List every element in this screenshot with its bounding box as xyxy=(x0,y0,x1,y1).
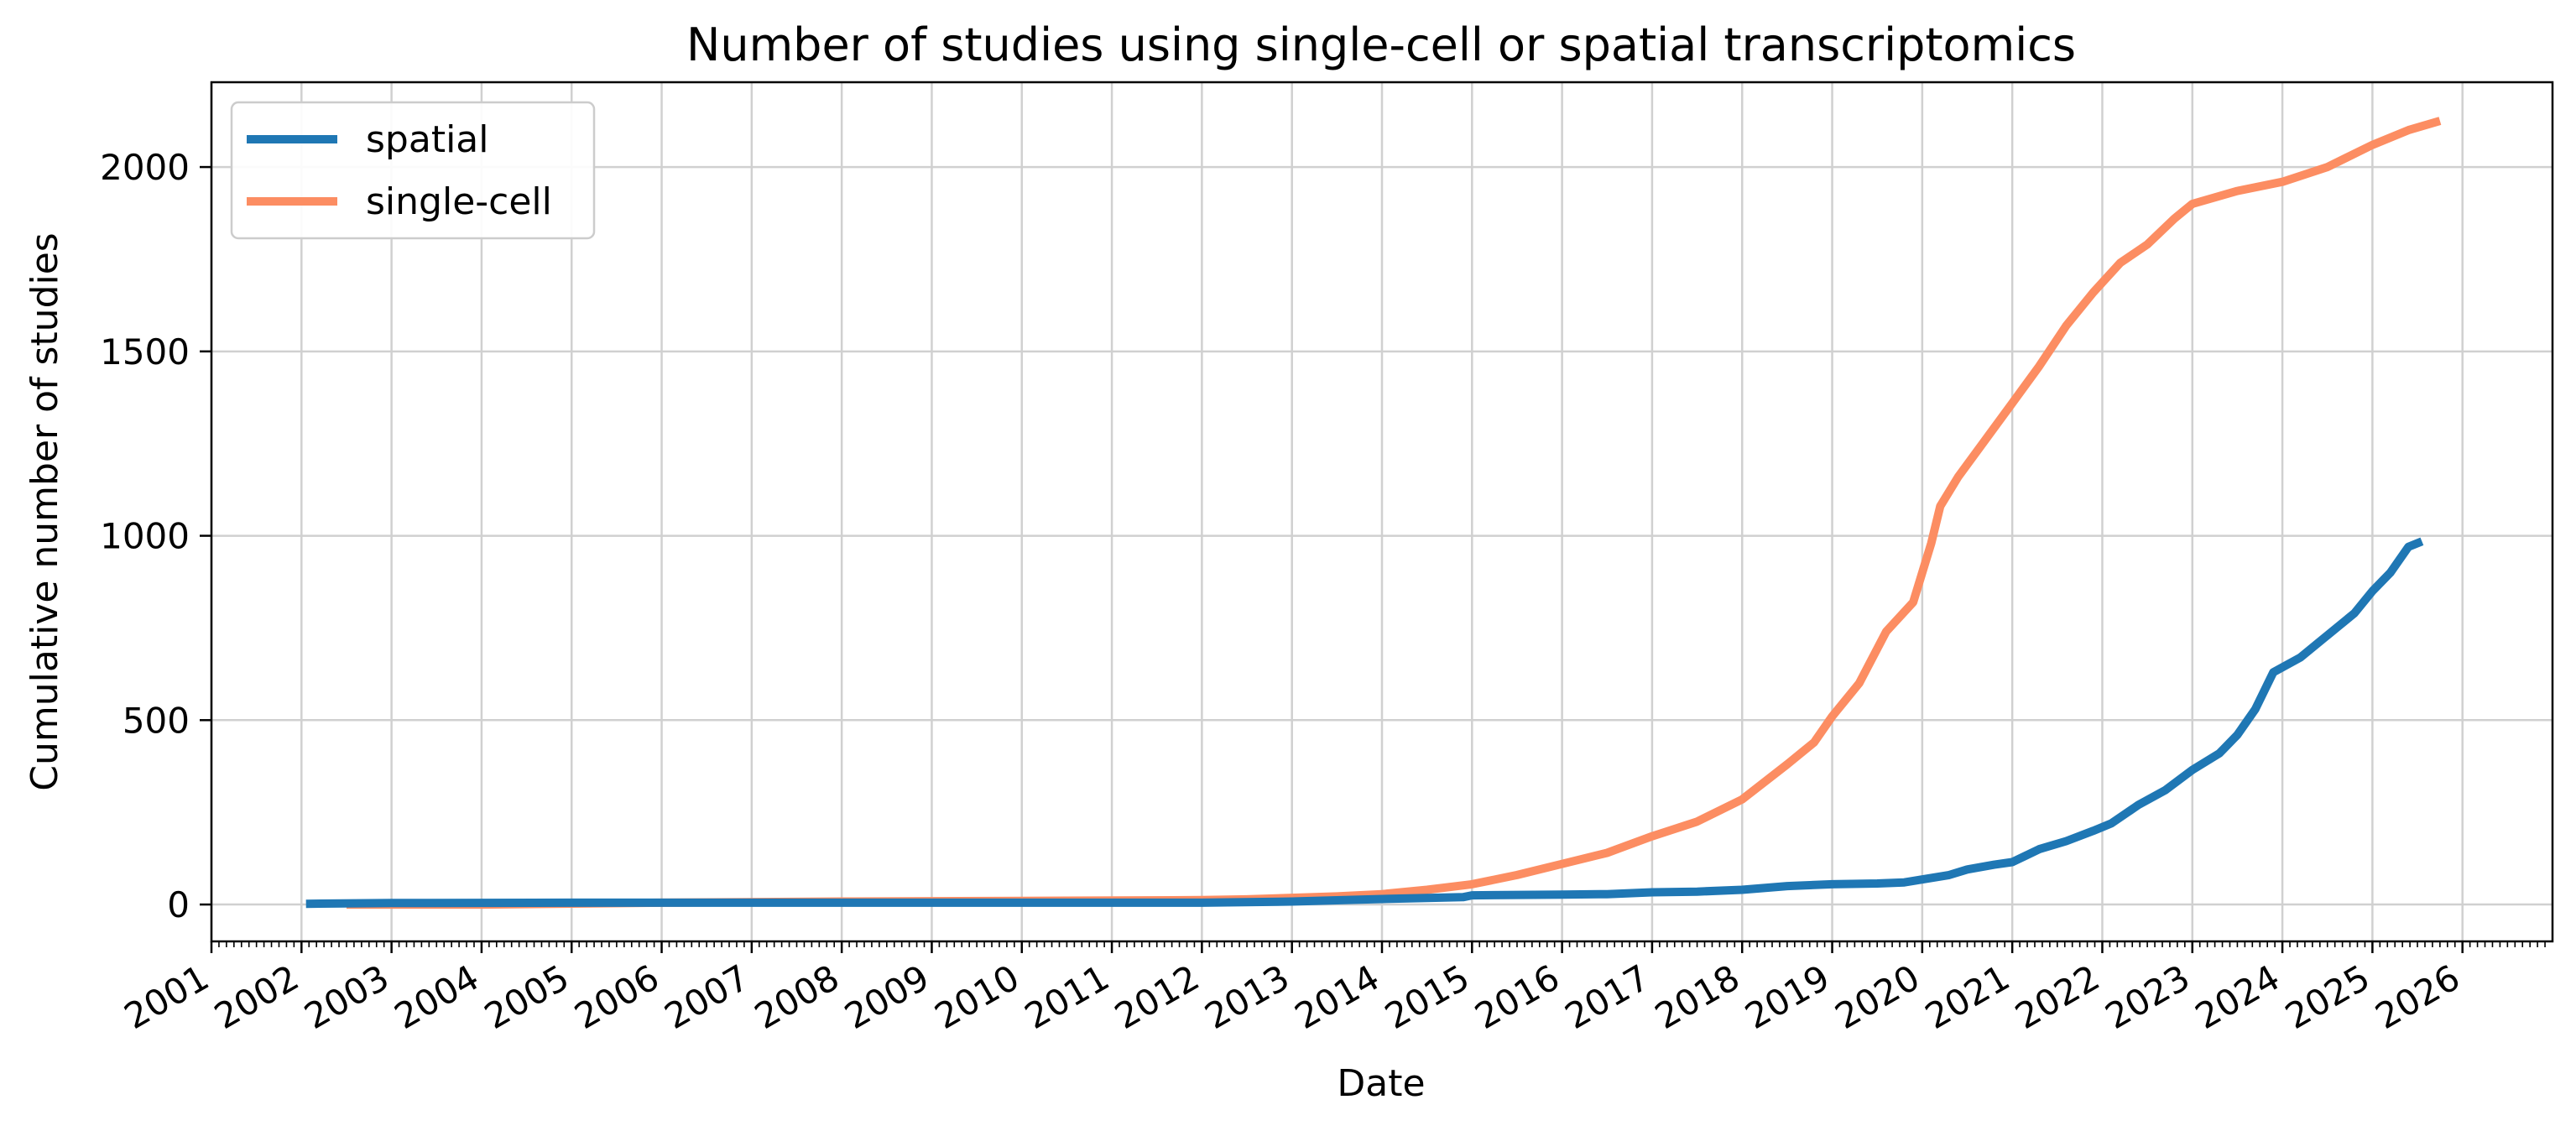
x-tick-label: 2005 xyxy=(477,956,576,1037)
y-axis-label: Cumulative number of studies xyxy=(23,232,66,790)
x-tick-label: 2021 xyxy=(1918,956,2016,1037)
x-tick-label: 2014 xyxy=(1288,956,1386,1037)
x-tick-label: 2017 xyxy=(1558,956,1656,1037)
x-tick-label: 2018 xyxy=(1648,956,1746,1037)
x-tick-label: 2002 xyxy=(207,956,305,1037)
x-tick-label: 2022 xyxy=(2008,956,2106,1037)
x-tick-label: 2008 xyxy=(748,956,846,1037)
x-axis-ticks: 2001200220032004200520062007200820092010… xyxy=(117,941,2467,1037)
y-tick-label: 0 xyxy=(167,884,190,925)
x-tick-label: 2003 xyxy=(298,956,396,1037)
x-tick-label: 2024 xyxy=(2188,956,2287,1037)
x-tick-label: 2013 xyxy=(1198,956,1296,1037)
legend-label-single-cell: single-cell xyxy=(366,180,552,223)
x-tick-label: 2012 xyxy=(1108,956,1206,1037)
x-tick-label: 2020 xyxy=(1828,956,1927,1037)
x-tick-label: 2019 xyxy=(1738,956,1836,1037)
y-tick-label: 1500 xyxy=(100,331,190,373)
y-tick-label: 500 xyxy=(123,700,190,741)
chart-legend: spatial single-cell xyxy=(230,101,596,240)
series-line-spatial xyxy=(305,537,2424,909)
x-tick-label: 2004 xyxy=(388,956,486,1037)
x-tick-label: 2026 xyxy=(2369,956,2467,1037)
x-tick-label: 2023 xyxy=(2099,956,2197,1037)
grid-lines xyxy=(210,82,2553,941)
x-tick-label: 2011 xyxy=(1018,956,1116,1037)
plot-series xyxy=(305,117,2442,909)
chart-title: Number of studies using single-cell or s… xyxy=(686,18,2076,71)
y-axis-ticks: 0 500 1000 1500 2000 xyxy=(100,147,211,925)
legend-label-spatial: spatial xyxy=(366,118,488,161)
series-line-single-cell xyxy=(347,117,2442,909)
x-axis-label: Date xyxy=(1337,1062,1425,1105)
x-tick-label: 2001 xyxy=(117,956,216,1037)
y-tick-label: 2000 xyxy=(100,147,190,188)
x-minor-ticks xyxy=(218,941,2546,947)
x-tick-label: 2016 xyxy=(1468,956,1567,1037)
x-tick-label: 2007 xyxy=(658,956,756,1037)
x-tick-label: 2010 xyxy=(928,956,1026,1037)
x-tick-label: 2009 xyxy=(837,956,936,1037)
x-tick-label: 2025 xyxy=(2278,956,2376,1037)
y-tick-label: 1000 xyxy=(100,516,190,557)
x-tick-label: 2006 xyxy=(567,956,665,1037)
x-tick-label: 2015 xyxy=(1378,956,1476,1037)
